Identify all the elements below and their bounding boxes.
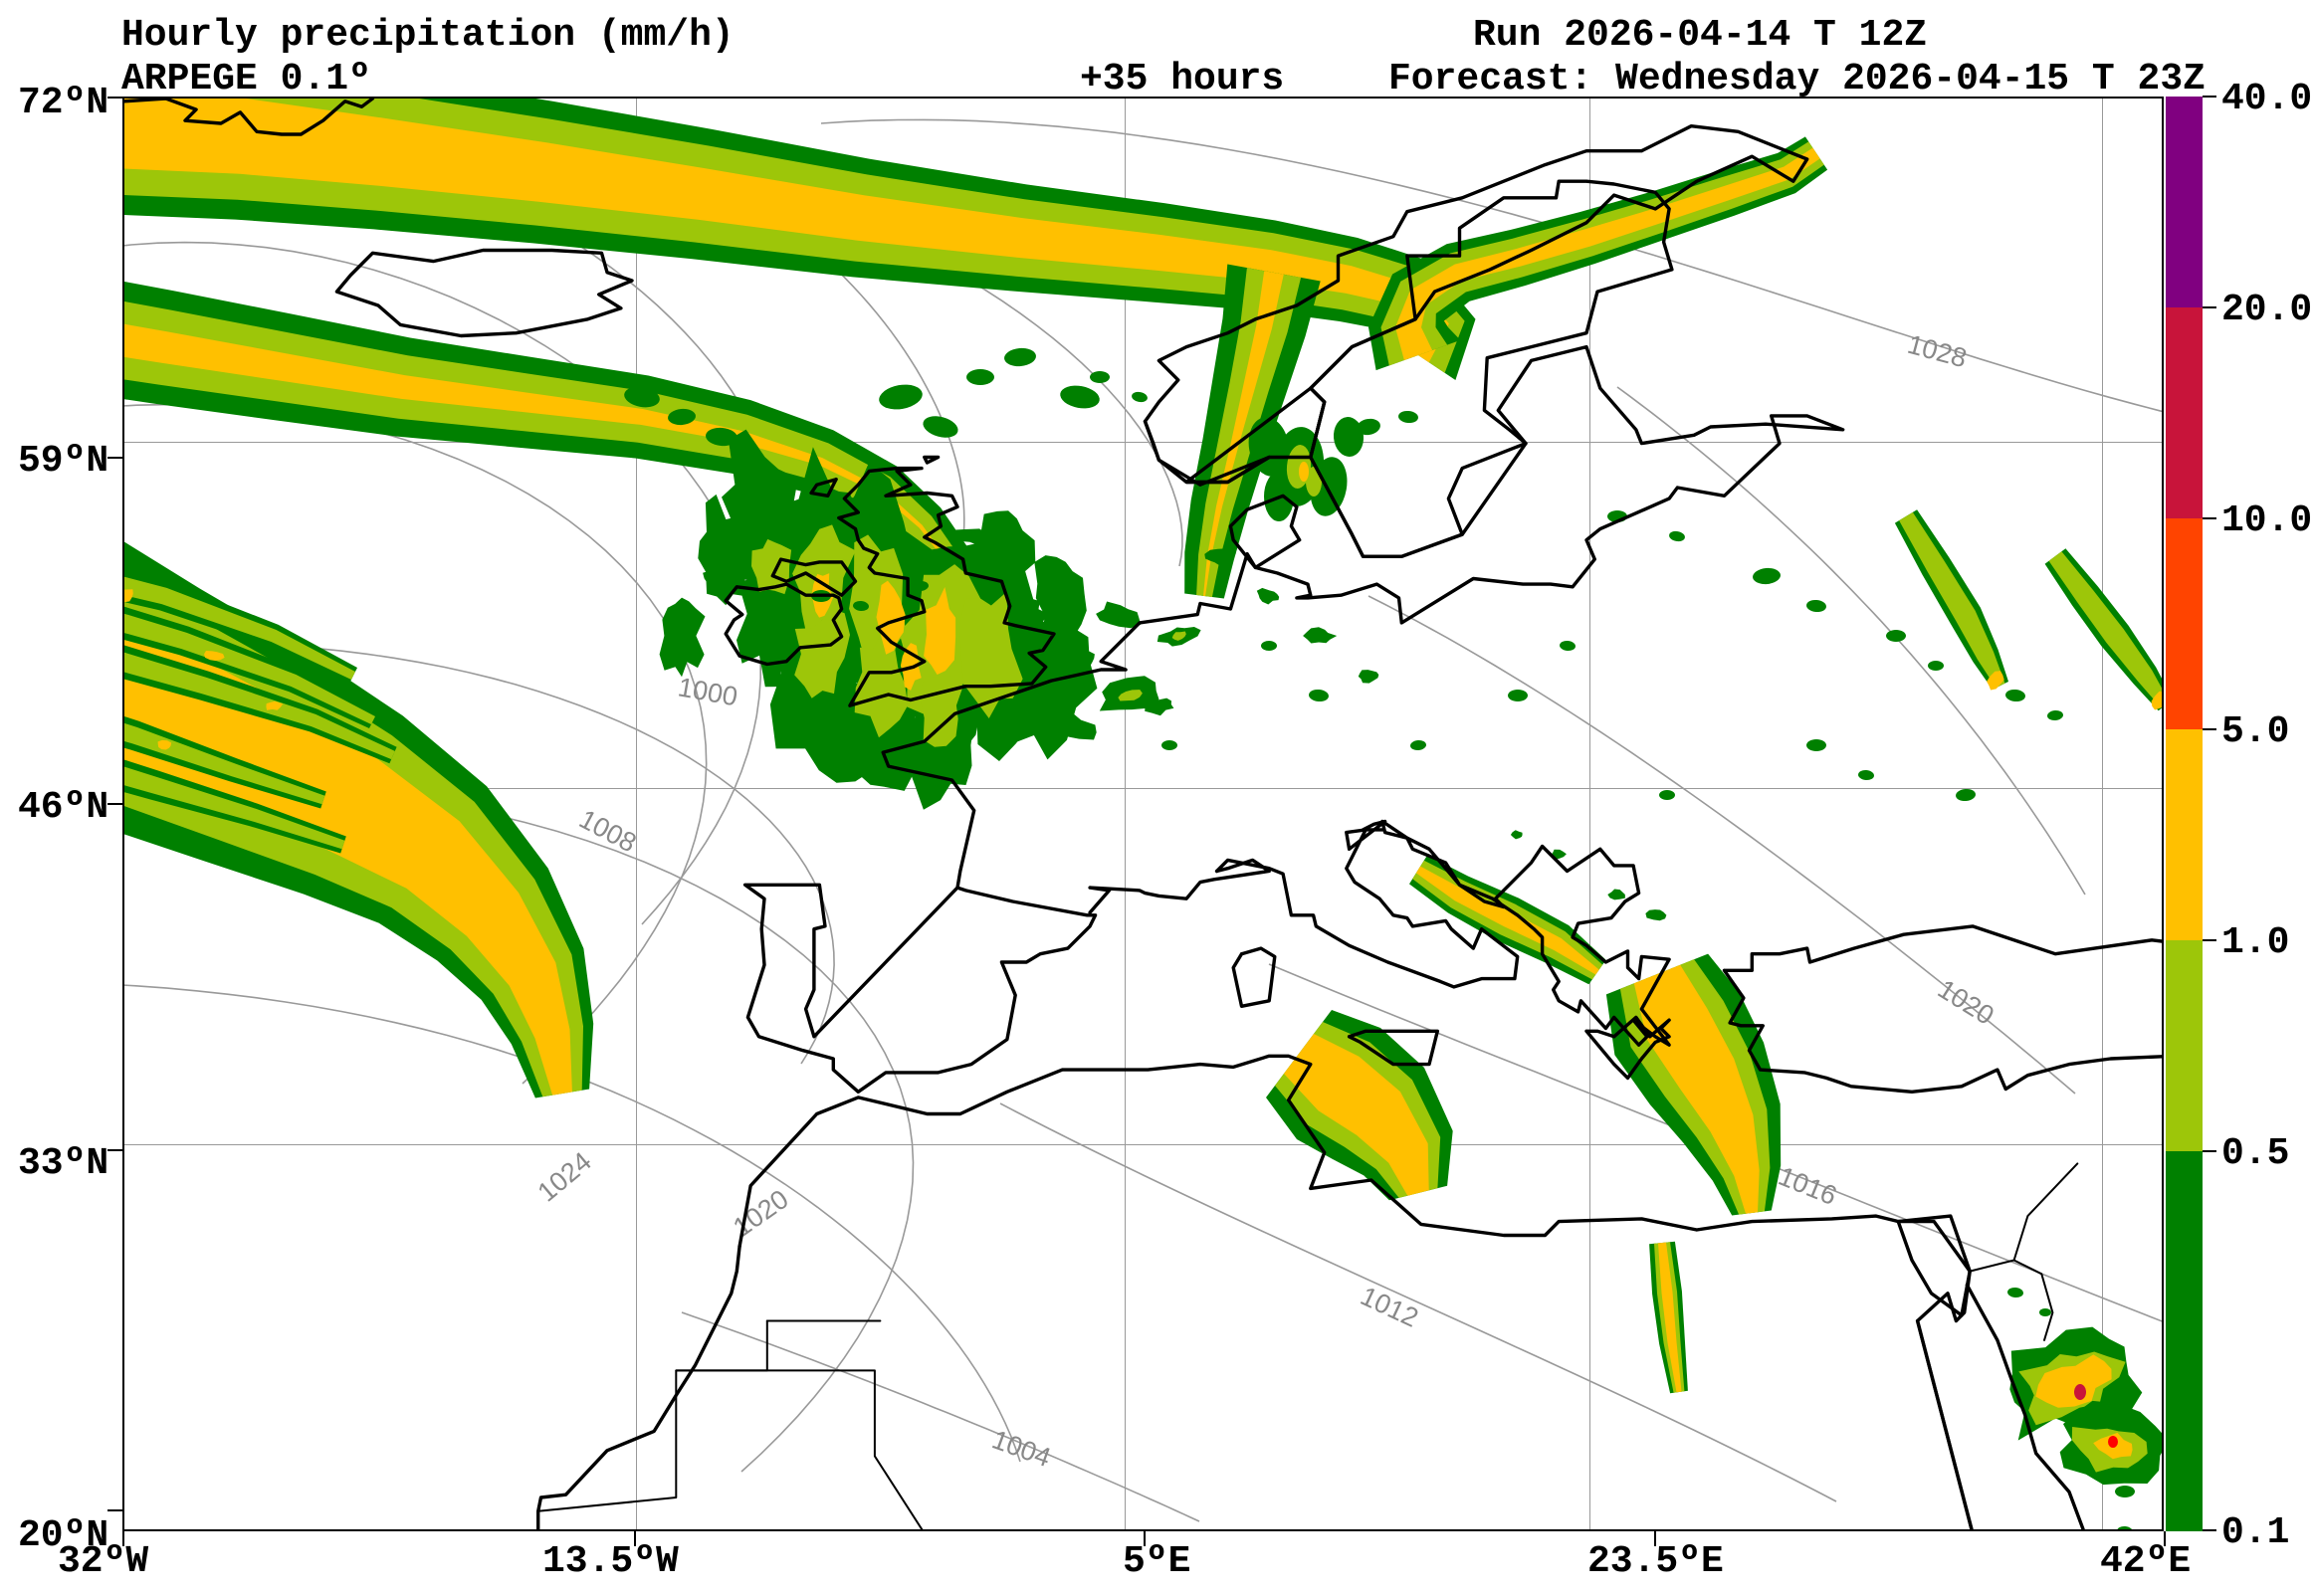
svg-text:1020: 1020: [728, 1184, 793, 1243]
svg-text:1024: 1024: [532, 1146, 597, 1208]
svg-text:1004: 1004: [988, 1424, 1055, 1473]
svg-text:1000: 1000: [676, 672, 739, 711]
svg-text:1028: 1028: [1904, 329, 1970, 374]
svg-text:1016: 1016: [1775, 1161, 1841, 1211]
svg-text:1008: 1008: [574, 804, 641, 859]
